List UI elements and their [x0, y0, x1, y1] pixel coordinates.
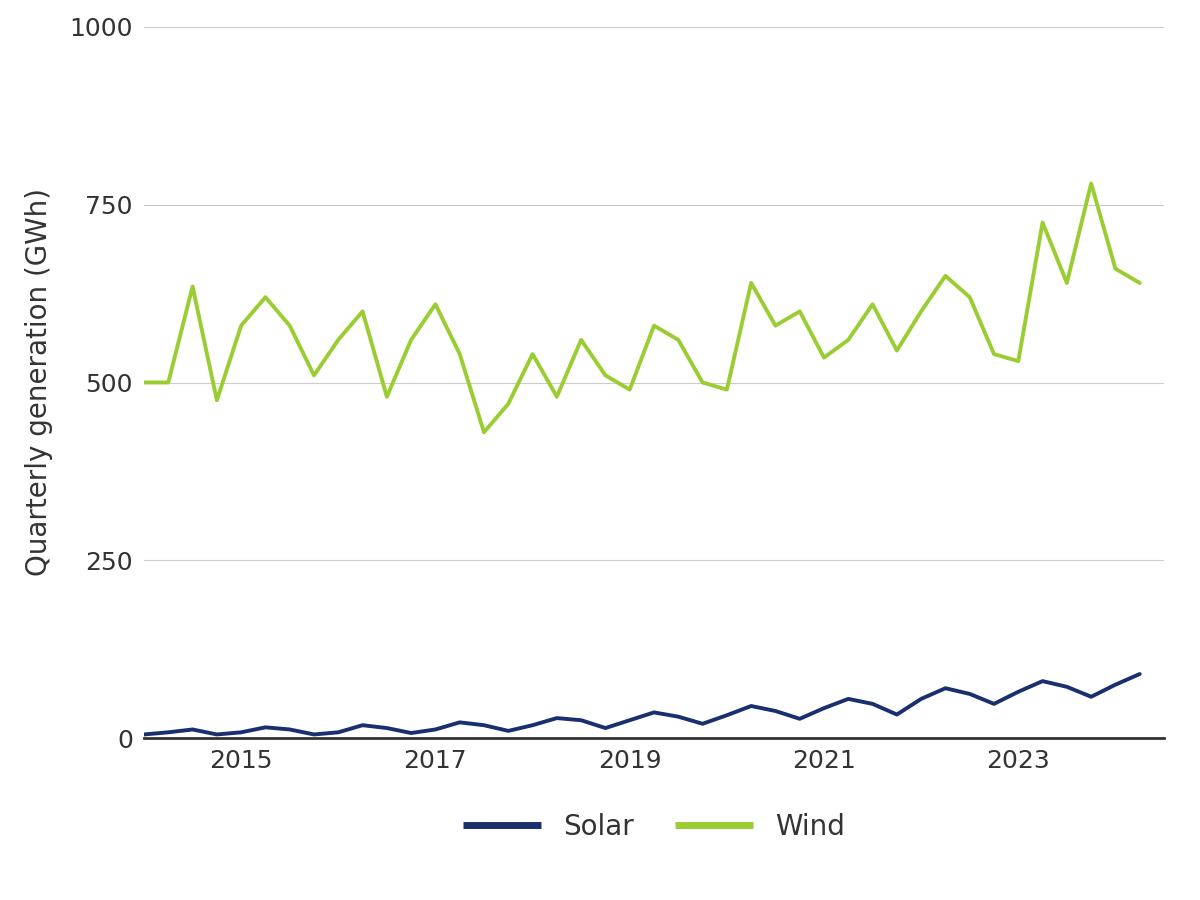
Y-axis label: Quarterly generation (GWh): Quarterly generation (GWh): [25, 188, 53, 577]
Legend: Solar, Wind: Solar, Wind: [451, 802, 857, 852]
